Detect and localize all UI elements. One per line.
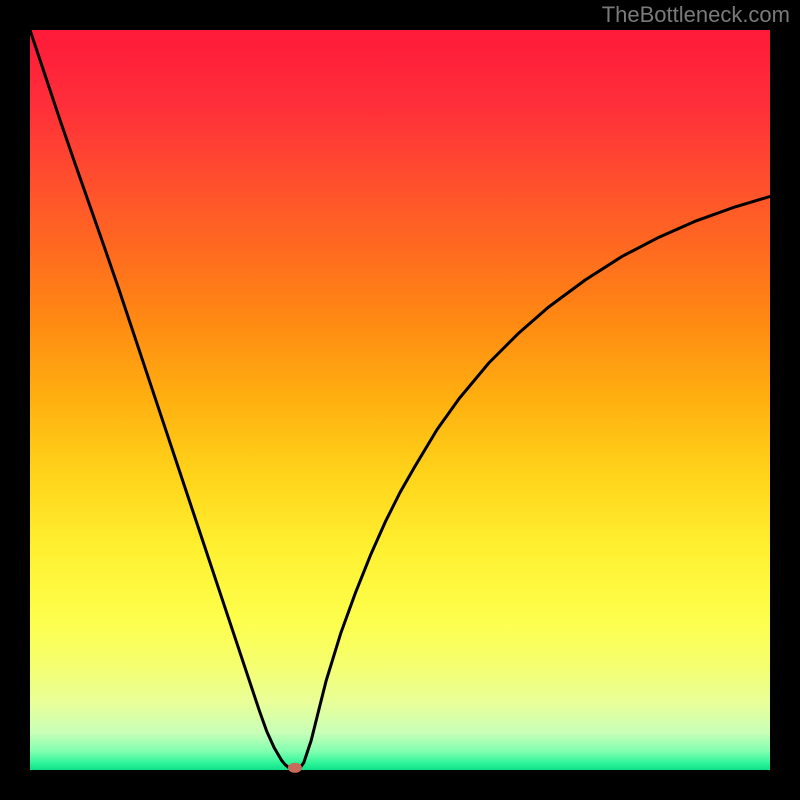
bottleneck-chart	[0, 0, 800, 800]
plot-background	[30, 30, 770, 770]
minimum-marker	[288, 763, 302, 773]
chart-svg	[0, 0, 800, 800]
watermark-text: TheBottleneck.com	[602, 2, 790, 28]
